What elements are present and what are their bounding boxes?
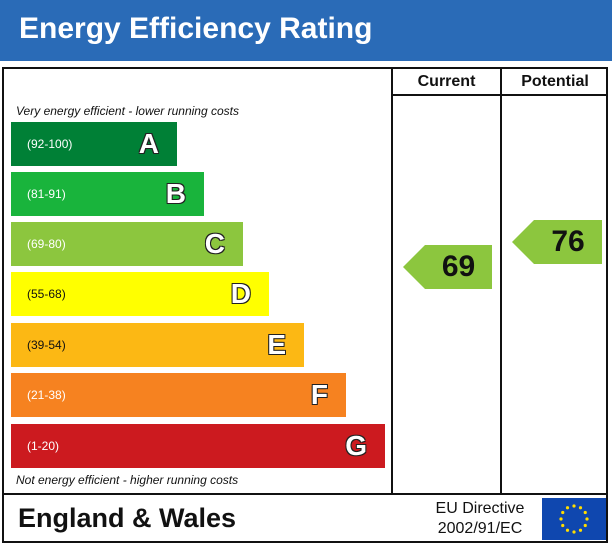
flag-star xyxy=(565,506,570,510)
current-rating-arrow: 69 xyxy=(403,245,492,289)
current-column-header: Current xyxy=(417,73,476,90)
column-divider-potential xyxy=(500,67,502,495)
band-letter: A xyxy=(138,128,159,159)
eu-flag-icon xyxy=(542,498,606,540)
band-letter: C xyxy=(204,228,225,259)
page-title: Energy Efficiency Rating xyxy=(19,12,373,45)
flag-star xyxy=(565,528,570,532)
flag-star xyxy=(585,517,589,521)
flag-star xyxy=(572,504,576,508)
potential-rating-value: 76 xyxy=(551,225,585,258)
potential-column-header: Potential xyxy=(521,73,589,90)
band-range-label: (39-54) xyxy=(27,338,66,352)
band-letter: G xyxy=(345,430,367,461)
flag-star xyxy=(578,506,583,510)
column-divider-current xyxy=(391,67,393,495)
directive-line-1: EU Directive xyxy=(435,500,525,517)
rating-table xyxy=(2,67,608,543)
band-e: (39-54) E xyxy=(11,323,304,367)
band-f: (21-38) F xyxy=(11,373,346,417)
header-bar: Energy Efficiency Rating xyxy=(0,0,612,61)
flag-star xyxy=(561,510,565,515)
column-header-rule xyxy=(391,94,608,96)
band-range-label: (81-91) xyxy=(27,187,66,201)
band-letter: D xyxy=(230,278,251,309)
band-range-label: (1-20) xyxy=(27,439,60,453)
band-letter: F xyxy=(310,379,328,410)
band-c: (69-80) C xyxy=(11,222,243,266)
band-letter: E xyxy=(267,329,286,360)
region-label: England & Wales xyxy=(18,503,237,533)
band-a: (92-100) A xyxy=(11,122,177,166)
band-range-label: (21-38) xyxy=(27,388,66,402)
band-range-label: (92-100) xyxy=(27,137,73,151)
top-note: Very energy efficient - lower running co… xyxy=(16,104,239,118)
band-range-label: (55-68) xyxy=(27,287,66,301)
current-rating-value: 69 xyxy=(441,250,476,283)
flag-star xyxy=(578,528,583,532)
flag-star xyxy=(572,530,576,534)
band-range-label: (69-80) xyxy=(27,237,66,251)
band-letter: B xyxy=(165,178,186,209)
band-d: (55-68) D xyxy=(11,272,269,316)
bottom-note: Not energy efficient - higher running co… xyxy=(16,473,239,487)
directive-line-2: 2002/91/EC xyxy=(437,520,523,537)
potential-rating-arrow: 76 xyxy=(512,220,602,264)
band-b: (81-91) B xyxy=(11,172,204,216)
flag-star xyxy=(559,517,563,521)
flag-star xyxy=(561,523,565,528)
footer-rule xyxy=(2,493,608,495)
flag-star xyxy=(583,523,587,528)
band-g: (1-20) G xyxy=(11,424,385,468)
flag-star xyxy=(583,510,587,515)
